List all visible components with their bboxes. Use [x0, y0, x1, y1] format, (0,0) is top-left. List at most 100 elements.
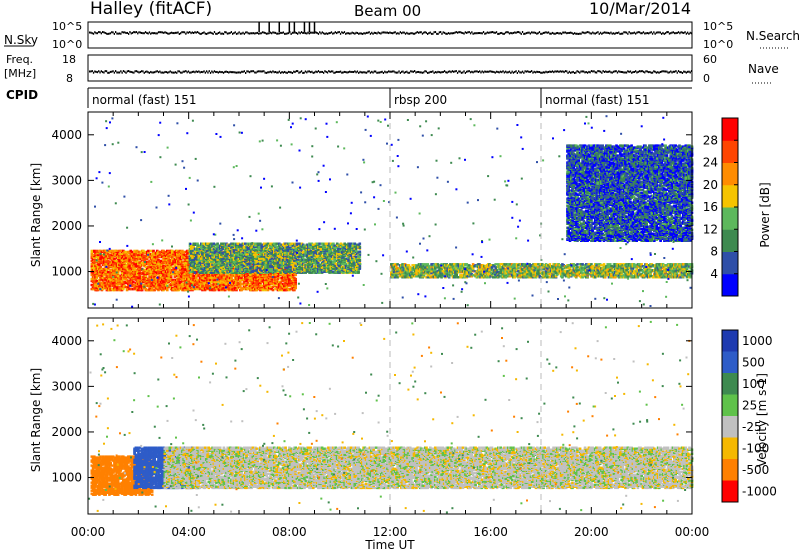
freq-point: [250, 70, 251, 72]
nsky-point: [177, 31, 178, 33]
freq-point: [577, 70, 578, 72]
nsky-point: [501, 32, 502, 34]
nsky-point: [686, 33, 687, 35]
nsky-point: [493, 32, 494, 34]
nsky-point: [491, 31, 492, 33]
nsky-point: [254, 33, 255, 35]
freq-point: [189, 72, 190, 74]
freq-unit-label: [MHz]: [4, 67, 36, 80]
freq-point: [278, 71, 279, 73]
nsky-point: [245, 32, 246, 34]
freq-point: [111, 71, 112, 73]
freq-point: [136, 70, 137, 72]
nsky-point: [647, 32, 648, 34]
nsky-point: [326, 32, 327, 34]
freq-point: [608, 71, 609, 73]
nsky-point: [200, 33, 201, 35]
freq-point: [502, 70, 503, 72]
freq-point: [122, 72, 123, 74]
freq-point: [523, 72, 524, 74]
freq-point: [578, 71, 579, 73]
nsky-point: [228, 32, 229, 34]
nsky-point: [370, 33, 371, 35]
freq-point: [469, 70, 470, 72]
nsky-point: [103, 31, 104, 33]
nsky-point: [432, 33, 433, 35]
nsky-point: [687, 32, 688, 34]
nsky-point: [428, 32, 429, 34]
nsky-point: [603, 32, 604, 34]
freq-point: [374, 70, 375, 72]
freq-point: [309, 70, 310, 72]
freq-point: [513, 72, 514, 74]
nsky-point: [443, 31, 444, 33]
freq-point: [289, 71, 290, 73]
freq-point: [413, 71, 414, 73]
nsky-point: [444, 32, 445, 34]
freq-point: [570, 72, 571, 74]
freq-point: [415, 72, 416, 74]
freq-point: [209, 70, 210, 72]
nsky-point: [684, 31, 685, 33]
nsky-point: [608, 32, 609, 34]
nsky-point: [375, 32, 376, 34]
freq-point: [517, 72, 518, 74]
freq-point: [214, 70, 215, 72]
nsky-point: [335, 31, 336, 33]
freq-point: [530, 71, 531, 73]
nsky-point: [367, 32, 368, 34]
freq-point: [154, 71, 155, 73]
freq-point: [431, 71, 432, 73]
freq-point: [298, 72, 299, 74]
freq-point: [591, 70, 592, 72]
data-cell: [272, 289, 275, 291]
nsky-point: [558, 32, 559, 34]
freq-tick-bottom: 8: [66, 72, 73, 85]
nsky-point: [307, 32, 308, 34]
nsky-point: [179, 33, 180, 35]
data-cell: [93, 250, 96, 252]
freq-point: [168, 71, 169, 73]
nsky-point: [332, 33, 333, 35]
freq-point: [647, 71, 648, 73]
data-cell: [274, 288, 277, 290]
nsky-point: [263, 32, 264, 34]
nsky-point: [415, 32, 416, 34]
nsky-panel: N.Sky 10^5 10^0 10^5 10^0 N.Search: [4, 20, 800, 51]
freq-point: [418, 71, 419, 73]
nsky-point: [213, 33, 214, 35]
nsky-point: [96, 32, 97, 34]
data-cell: [126, 288, 129, 290]
freq-point: [315, 71, 316, 73]
nsky-point: [252, 32, 253, 34]
freq-point: [255, 72, 256, 74]
freq-point: [275, 71, 276, 73]
nsky-point: [311, 32, 312, 34]
nsky-point: [565, 31, 566, 33]
nsky-point: [192, 31, 193, 33]
freq-point: [353, 71, 354, 73]
freq-point: [276, 72, 277, 74]
nsky-point: [210, 32, 211, 34]
freq-point: [401, 71, 402, 73]
freq-point: [220, 71, 221, 73]
nsky-point: [158, 31, 159, 33]
nsky-point: [462, 32, 463, 34]
freq-point: [184, 71, 185, 73]
freq-point: [652, 72, 653, 74]
freq-point: [188, 70, 189, 72]
freq-point: [436, 71, 437, 73]
nsky-point: [298, 31, 299, 33]
freq-point: [153, 71, 154, 73]
freq-point: [149, 72, 150, 74]
freq-point: [540, 72, 541, 74]
nsky-point: [600, 32, 601, 34]
freq-point: [619, 71, 620, 73]
nsky-point: [499, 33, 500, 35]
nsky-point: [102, 31, 103, 33]
freq-point: [281, 71, 282, 73]
cpid-segment-label: normal (fast) 151: [545, 93, 649, 107]
nsky-point: [678, 31, 679, 33]
nsky-point: [393, 32, 394, 34]
freq-point: [268, 71, 269, 73]
